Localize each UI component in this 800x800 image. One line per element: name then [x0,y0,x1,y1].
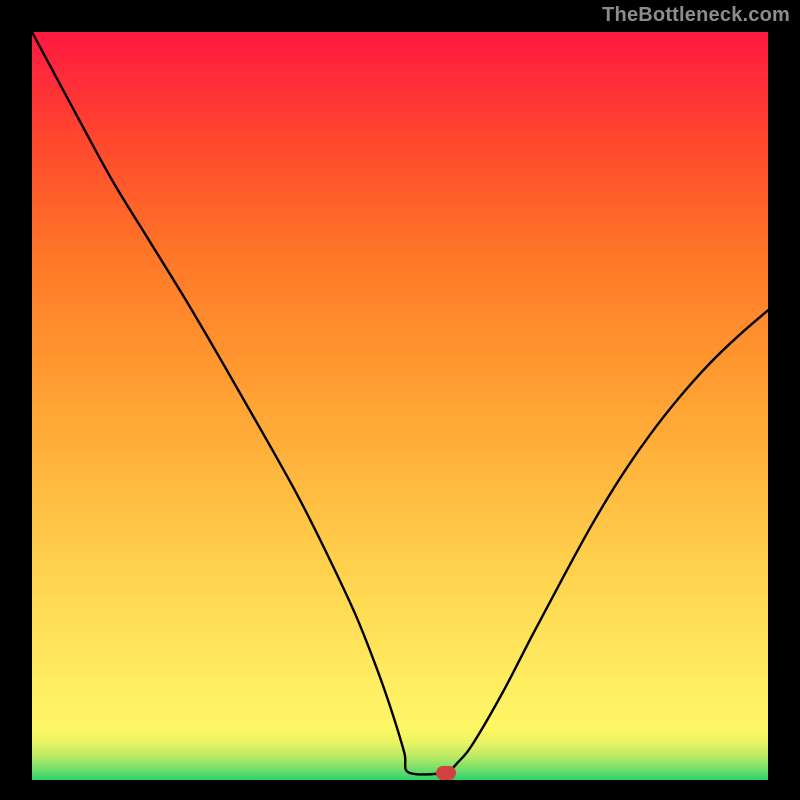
watermark-text: TheBottleneck.com [602,4,790,27]
plot-area [32,32,768,780]
curve-layer [32,32,768,780]
chart-frame: TheBottleneck.com [0,0,800,800]
min-marker [436,766,456,780]
